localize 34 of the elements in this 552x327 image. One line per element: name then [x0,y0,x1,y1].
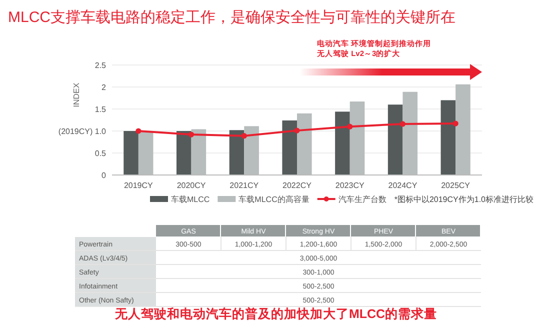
point [400,121,406,127]
point [241,133,247,139]
bar [335,112,350,175]
y-tick-label: 0 [102,171,107,180]
point [452,120,458,126]
bar [282,120,297,175]
annotation: 无人驾驶和电动汽车的普及的加快加大了MLCC的需求量 [114,306,438,321]
bar [440,100,456,175]
bar [388,104,403,175]
x-tick-label: 2021CY [230,181,260,190]
y-tick-label: (2019CY) 1.0 [58,127,107,136]
y-axis-title: INDEX [72,82,81,108]
x-tick-label: 2024CY [388,181,418,190]
bar [124,131,138,175]
x-tick-label: 2020CY [176,181,206,190]
point [136,128,142,134]
y-tick-label: 0.5 [94,149,107,158]
y-tick-label: 2 [102,83,107,92]
x-tick-label: 2023CY [335,181,365,190]
x-tick-label: 2019CY [124,181,154,190]
bar [229,130,244,175]
x-tick-label: 2025CY [441,181,471,190]
legend-label: 车载MLCC [171,195,210,204]
y-tick-label: 1.5 [94,105,107,114]
bar [176,131,192,175]
legend-label: 汽车生产台数 [338,195,386,204]
text: *图标中以2019CY作为1.0标准进行比较 [394,195,534,204]
y-tick-label: 2.5 [94,61,107,70]
point [188,132,194,138]
point [294,128,300,134]
chart-title: MLCC支撑车载电路的稳定工作，是确保安全性与可靠性的关键所在 [8,9,456,26]
legend-label: 车载MLCC的高容量 [238,195,310,204]
point [347,124,353,130]
x-tick-label: 2022CY [282,181,312,190]
